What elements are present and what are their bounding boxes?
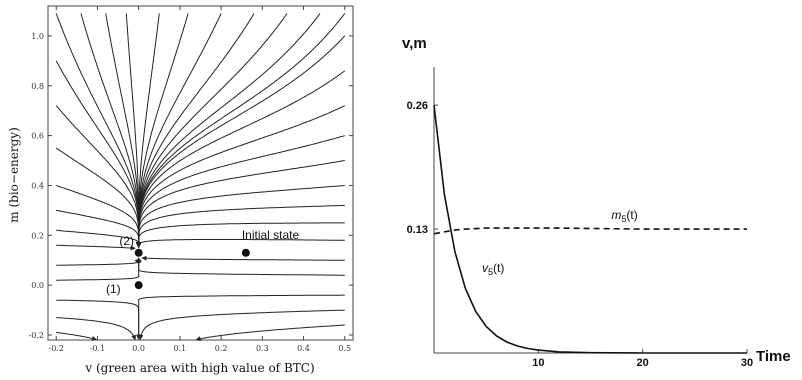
streamline xyxy=(136,70,346,248)
streamline xyxy=(105,13,142,248)
time-xtick-label: 30 xyxy=(741,357,753,369)
stream-ylabel: m (bio−energy) xyxy=(7,127,21,222)
time-xtick-label: 10 xyxy=(532,357,544,369)
streamline xyxy=(136,35,346,248)
equilibrium-point xyxy=(134,248,143,257)
time-xlabel: Time xyxy=(756,348,791,365)
stream-plot: -0.2 -0.1 0.0 0.1 0.2 0.3 0.4 0.5 -0.2 0.0 0.2 0.4 0… xyxy=(7,5,354,375)
streamline xyxy=(136,294,345,340)
stream-ytick-label: 0.6 xyxy=(31,132,44,141)
streamline xyxy=(136,185,345,248)
streamline xyxy=(56,209,142,248)
streamline xyxy=(136,239,345,248)
stream-ytick-label: 0.2 xyxy=(31,231,44,240)
stream-xtick-label: 0.5 xyxy=(338,344,351,353)
series-v xyxy=(433,105,747,354)
streamline xyxy=(56,317,136,341)
streamline xyxy=(55,13,142,247)
streamline xyxy=(56,244,136,251)
time-series-plot: 10 20 30 0.13 0.26 m5(t) v5(t) v,m Time xyxy=(402,35,791,369)
streamline xyxy=(55,60,142,248)
streamline xyxy=(136,204,345,248)
streamline xyxy=(56,257,142,281)
stream-axis-ticks: -0.2 -0.1 0.0 0.1 0.2 0.3 0.4 0.5 -0.2 0.0 0.2 0.4 0… xyxy=(29,6,353,353)
streamline xyxy=(136,13,346,248)
streamline xyxy=(141,255,345,261)
streamline xyxy=(138,309,345,340)
time-ylabel: v,m xyxy=(402,35,427,52)
point-label: (2) xyxy=(119,234,134,248)
streamline xyxy=(136,13,321,248)
stream-ytick-label: -0.2 xyxy=(29,331,44,340)
time-axis-ticks: 10 20 30 0.13 0.26 xyxy=(407,100,754,369)
stream-xtick-label: 0.4 xyxy=(297,344,310,353)
stream-xtick-label: -0.2 xyxy=(49,344,64,353)
point-label: (1) xyxy=(106,282,121,296)
stream-xtick-label: 0.2 xyxy=(215,344,228,353)
stream-ytick-label: 0.4 xyxy=(31,181,44,190)
stream-xtick-label: -0.1 xyxy=(90,344,105,353)
streamline xyxy=(136,135,345,249)
stream-points: (2) (1) Initial state xyxy=(106,228,300,296)
point-label: Initial state xyxy=(242,228,300,242)
streamline xyxy=(136,222,345,248)
stream-ytick-label: 0.0 xyxy=(31,281,44,290)
series-label-m: m5(t) xyxy=(611,208,637,224)
equilibrium-point xyxy=(241,248,250,257)
time-ytick-label: 0.26 xyxy=(407,100,428,112)
streamline xyxy=(56,332,97,341)
stream-xlabel: v (green area with high value of BTC) xyxy=(84,361,314,375)
streamline xyxy=(137,257,345,276)
streamline xyxy=(56,185,142,248)
streamline xyxy=(136,105,346,248)
equilibrium-point xyxy=(134,281,143,290)
time-series-lines: m5(t) v5(t) xyxy=(433,105,747,354)
streamline xyxy=(56,299,142,341)
stream-ytick-label: 1.0 xyxy=(31,32,44,41)
stream-ytick-label: 0.8 xyxy=(31,82,44,91)
stream-xtick-label: 0.3 xyxy=(256,344,269,353)
series-label-v: v5(t) xyxy=(482,261,504,277)
series-m xyxy=(433,227,747,235)
streamline xyxy=(55,147,142,247)
stream-xtick-label: 0.0 xyxy=(132,344,145,353)
streamline xyxy=(136,160,345,247)
streamline xyxy=(195,324,345,342)
streamline xyxy=(56,258,141,266)
time-xtick-label: 20 xyxy=(637,357,649,369)
time-ytick-label: 0.13 xyxy=(407,224,428,236)
stream-xtick-label: 0.1 xyxy=(174,344,187,353)
stream-lines xyxy=(55,13,346,342)
streamline xyxy=(56,229,142,248)
